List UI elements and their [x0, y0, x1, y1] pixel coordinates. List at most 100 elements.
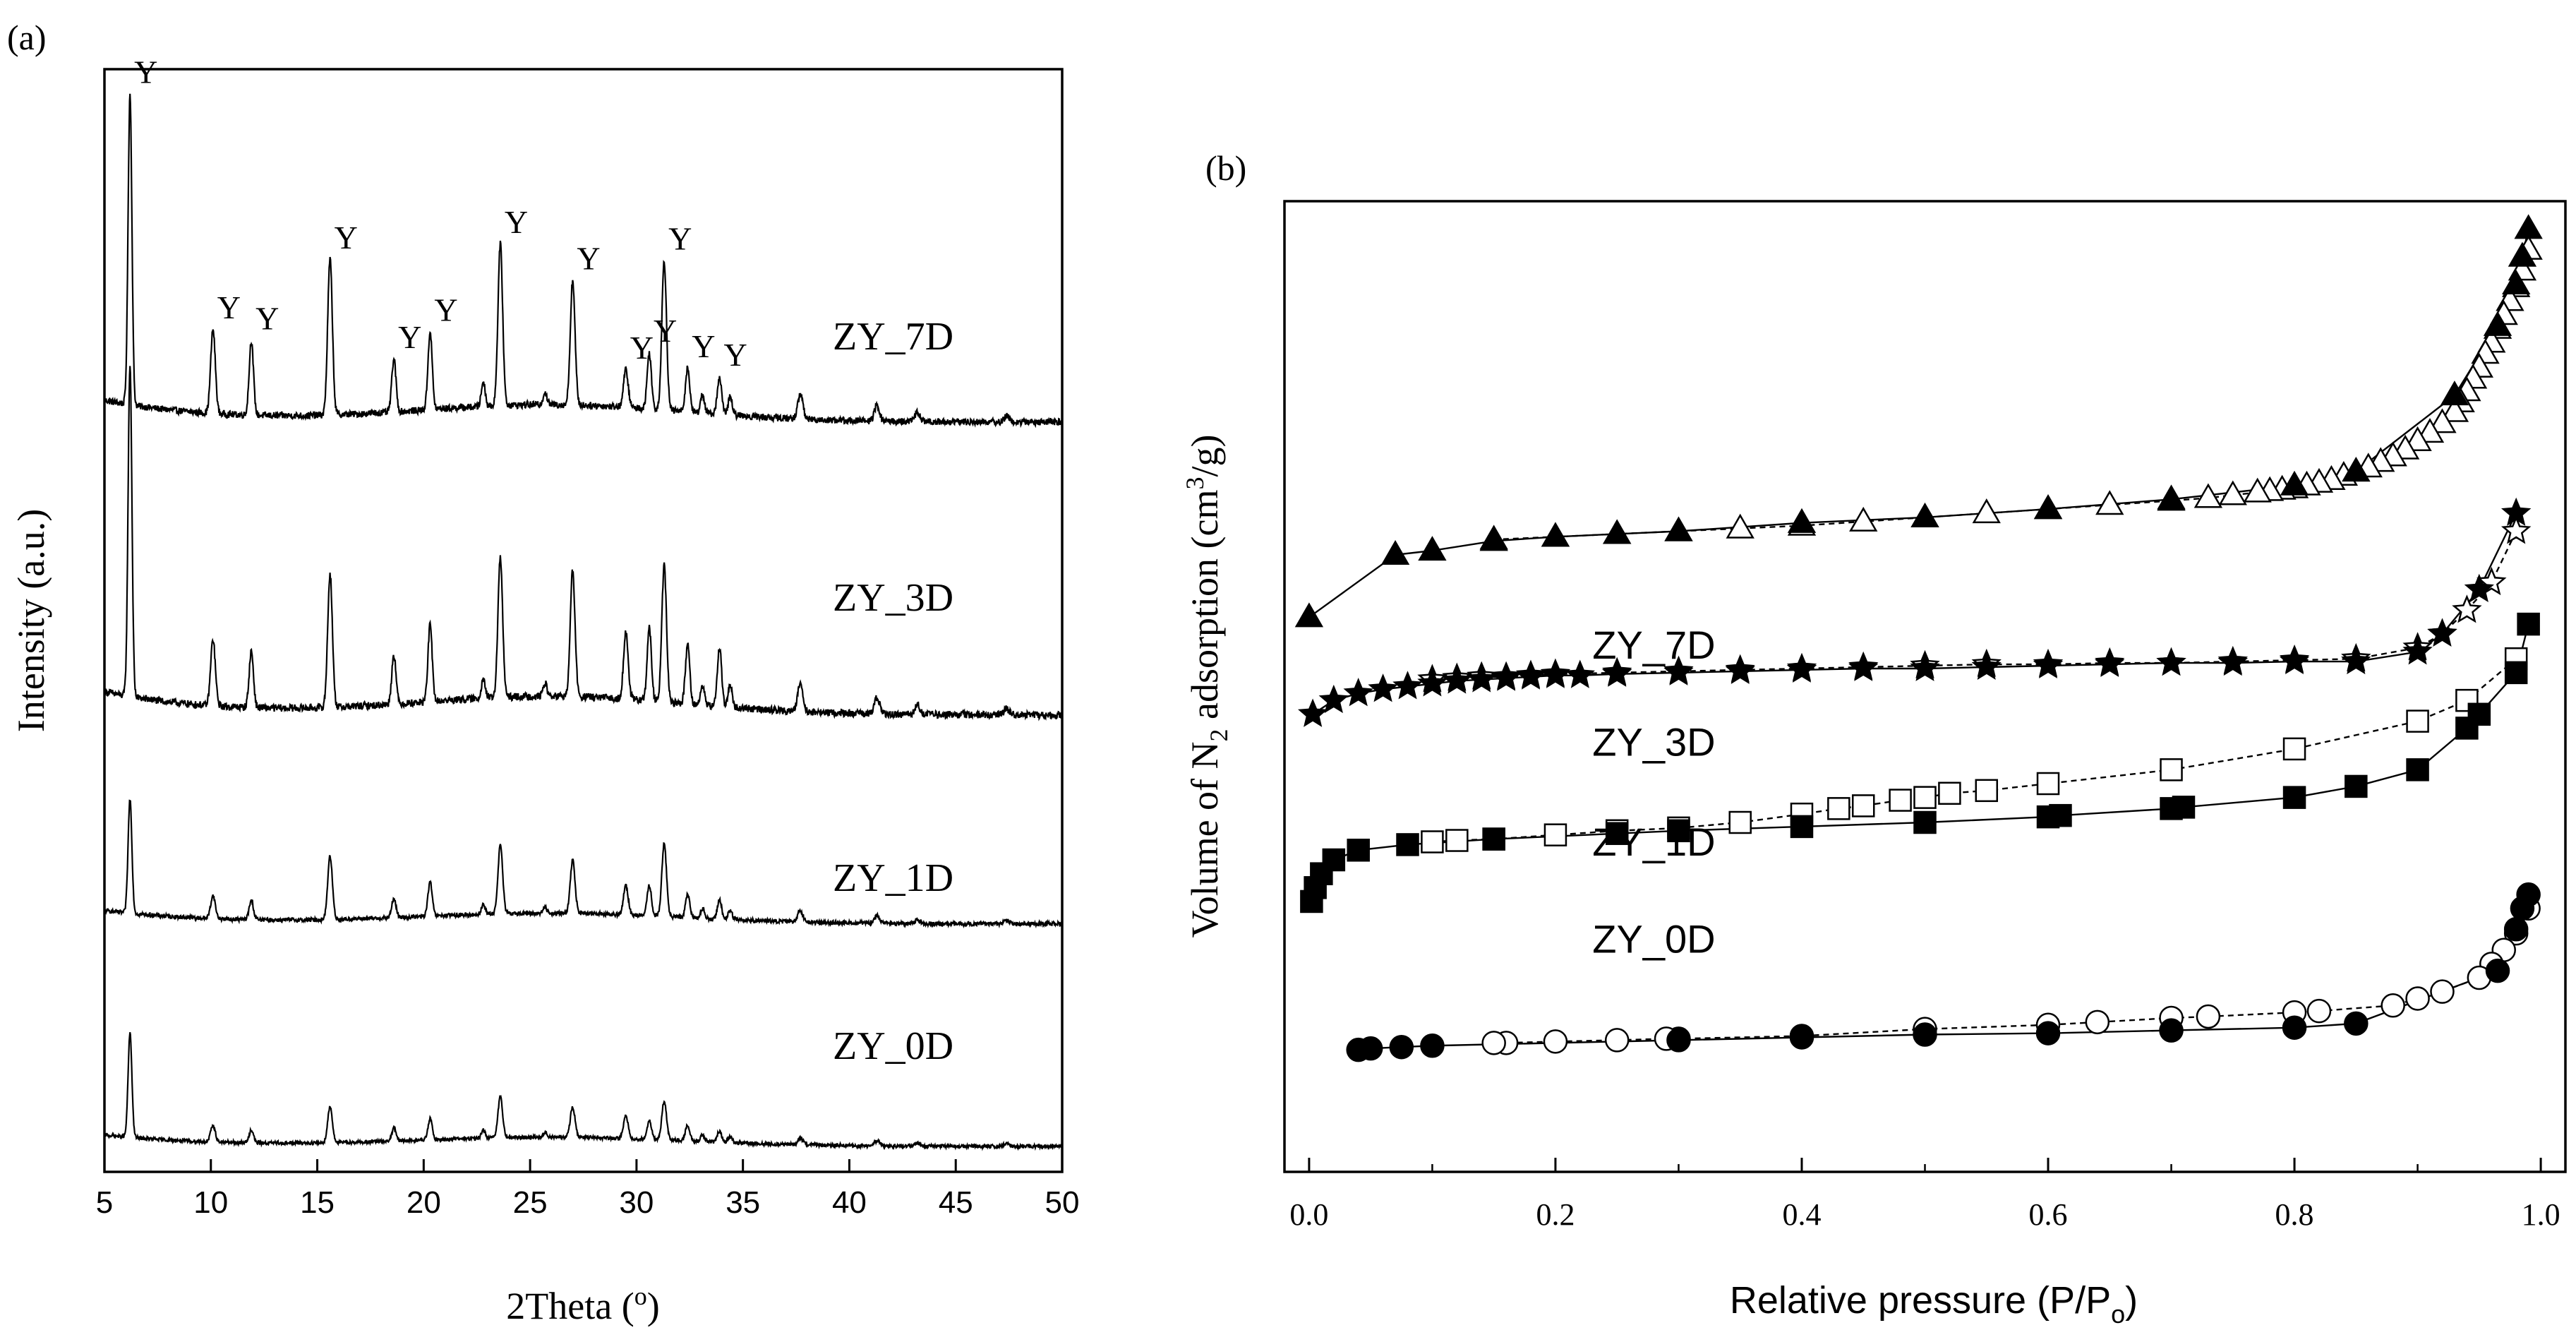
- desorption-line-zy-0d: [1493, 908, 2529, 1044]
- desorption-point: [1938, 781, 1961, 805]
- adsorption-line-zy-1d: [1311, 623, 2529, 902]
- adsorption-point: [1910, 502, 1939, 527]
- panel-a-x-tick-label: 35: [726, 1185, 760, 1220]
- desorption-point: [2036, 772, 2060, 796]
- adsorption-point: [2345, 774, 2368, 798]
- adsorption-point: [1565, 659, 1596, 688]
- panel-b-x-tick-label: 0.4: [1782, 1197, 1821, 1232]
- panel-b-x-axis-title-main: Relative pressure (P/P: [1730, 1279, 2111, 1322]
- adsorption-point: [2508, 241, 2537, 267]
- adsorption-point: [2504, 661, 2528, 685]
- peak-annotation-y: Y: [668, 221, 692, 257]
- panel-a-x-tick-label: 40: [832, 1185, 867, 1220]
- adsorption-point: [2440, 381, 2469, 406]
- series-label-zy-7d: ZY_7D: [1592, 623, 1715, 667]
- adsorption-point: [2485, 958, 2510, 983]
- adsorption-point: [2280, 470, 2309, 496]
- adsorption-point: [1910, 652, 1940, 681]
- adsorption-point: [1602, 658, 1632, 687]
- adsorption-point: [1605, 822, 1629, 845]
- desorption-point: [1481, 1031, 1506, 1055]
- panel-a-label: (a): [7, 18, 47, 57]
- desorption-point: [2440, 397, 2469, 422]
- panel-b-y-axis-title-part3: /g): [1184, 435, 1226, 477]
- panel-a-x-tick-label: 20: [407, 1185, 441, 1220]
- adsorption-point: [2464, 573, 2495, 603]
- adsorption-point: [1420, 1034, 1445, 1058]
- panel-b-x-tick-label: 0.6: [2029, 1197, 2068, 1232]
- adsorption-point: [1667, 819, 1690, 843]
- adsorption-point: [2402, 636, 2433, 665]
- desorption-point: [2306, 998, 2332, 1024]
- adsorption-point: [2483, 311, 2512, 336]
- desorption-point: [1827, 797, 1850, 820]
- xrd-trace-zy-3d: [103, 366, 1063, 721]
- adsorption-point: [1297, 698, 1328, 727]
- adsorption-point: [2341, 645, 2371, 675]
- adsorption-point: [2156, 647, 2186, 676]
- adsorption-point: [2217, 647, 2249, 676]
- adsorption-point: [1322, 848, 1346, 872]
- adsorption-point: [1787, 508, 1817, 533]
- adsorption-point: [1343, 678, 1373, 707]
- adsorption-point: [1913, 1022, 1937, 1047]
- adsorption-point: [2516, 882, 2541, 907]
- panel-b-x-tick-labels: 0.0 0.2 0.4 0.6 0.8 1.0: [1289, 1197, 2560, 1232]
- desorption-point: [2405, 986, 2430, 1011]
- isotherm-zy-1d: [1300, 612, 2540, 913]
- desorption-point: [2243, 477, 2272, 503]
- desorption-point: [1726, 513, 1755, 539]
- desorption-point: [1851, 794, 1875, 817]
- adsorption-point: [1664, 516, 1693, 541]
- adsorption-point: [2095, 648, 2125, 678]
- peak-annotation-y: Y: [630, 330, 654, 366]
- desorption-point: [2160, 758, 2183, 781]
- isotherm-zy-3d: [1297, 497, 2532, 727]
- desorption-point: [1889, 789, 1912, 812]
- panel-b-label: (b): [1205, 148, 1246, 188]
- adsorption-point: [1396, 833, 1419, 856]
- adsorption-point: [2282, 786, 2306, 809]
- panel-a-x-tick-label: 30: [619, 1185, 654, 1220]
- series-label-zy-3d: ZY_3D: [1592, 720, 1715, 765]
- desorption-point: [1604, 1028, 1630, 1053]
- panel-b-y-axis-title: Volume of N2 adsorption (cm3/g): [1181, 435, 1233, 938]
- adsorption-point: [1666, 1028, 1691, 1053]
- adsorption-point: [2033, 649, 2064, 679]
- desorption-line-zy-7d: [1493, 249, 2529, 541]
- desorption-point: [2406, 709, 2429, 733]
- adsorption-point: [2172, 796, 2196, 819]
- panel-b-y-axis-title-sup: 3: [1181, 477, 1209, 490]
- adsorption-point: [2501, 497, 2532, 526]
- adsorption-point: [2282, 1015, 2307, 1040]
- adsorption-point: [1786, 654, 1817, 683]
- desorption-point: [2193, 483, 2223, 508]
- desorption-point: [2218, 480, 2247, 505]
- adsorption-point: [1442, 665, 1472, 694]
- adsorption-point: [1479, 526, 1508, 551]
- adsorption-point: [1540, 659, 1571, 688]
- panel-b-x-ticks: [1308, 1158, 2542, 1172]
- isotherm-zy-0d: [1346, 882, 2541, 1062]
- desorption-point: [1421, 830, 1444, 853]
- peak-annotation-y: Y: [723, 337, 747, 373]
- panel-a-x-tick-label: 10: [193, 1185, 228, 1220]
- desorption-point: [2085, 1010, 2110, 1035]
- panel-b-x-axis-title-end: ): [2125, 1279, 2138, 1322]
- desorption-point: [2095, 490, 2124, 515]
- adsorption-point: [2035, 1021, 2061, 1046]
- xrd-trace-zy-1d: [104, 799, 1064, 929]
- adsorption-point: [2279, 645, 2310, 675]
- adsorption-point: [2157, 484, 2186, 510]
- adsorption-point: [1392, 671, 1423, 700]
- panel-a-x-tick-label: 50: [1045, 1185, 1080, 1220]
- adsorption-point: [1790, 815, 1814, 839]
- xrd-trace-zy-7d: [103, 93, 1064, 429]
- desorption-point: [2381, 993, 2405, 1018]
- adsorption-point: [1971, 651, 2002, 681]
- panel-b-x-axis-title: Relative pressure (P/Po): [1730, 1279, 2138, 1329]
- series-label-zy-7d: ZY_7D: [833, 315, 953, 359]
- adsorption-point: [2427, 618, 2457, 647]
- peak-annotation-y: Y: [217, 289, 241, 325]
- adsorption-line-zy-7d: [1308, 229, 2529, 618]
